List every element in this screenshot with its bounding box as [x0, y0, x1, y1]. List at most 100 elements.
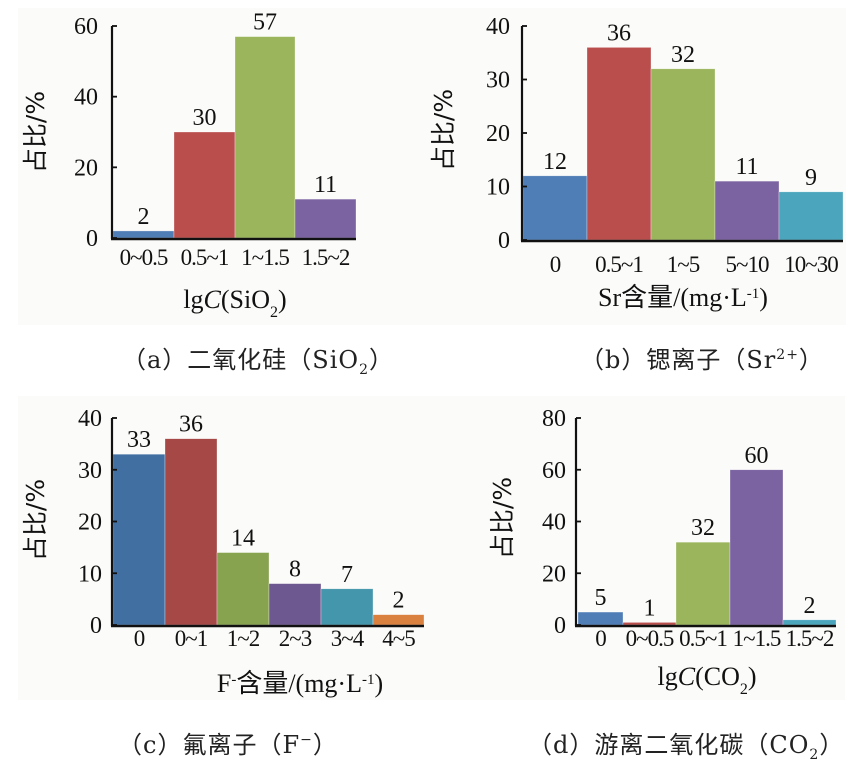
chart-c-y-tick-label-2: 20: [78, 510, 102, 536]
chart-c-y-tick-label-3: 30: [78, 458, 102, 484]
chart-d-category-label-3: 1~1.5: [733, 626, 781, 651]
caption-b-sup: 2+: [776, 347, 799, 363]
caption-b-prefix: （b）锶离子（Sr: [580, 346, 777, 374]
caption-a-suffix: ）: [369, 346, 395, 374]
chart-b-bar-4: [778, 191, 844, 241]
chart-d-x-axis-title: lgC(CO2): [657, 662, 756, 698]
chart-a-y-tick-label-2: 40: [74, 85, 98, 111]
chart-c-value-label-3: 8: [289, 557, 301, 583]
chart-b-y-tick-label-0: 0: [498, 228, 510, 254]
x-title-italic: C: [204, 285, 222, 314]
x-title-sup1: -: [231, 672, 236, 688]
chart-a-bar-1: [173, 131, 236, 239]
chart-a-category-label-3: 1.5~2: [302, 245, 350, 270]
chart-a-bar-2: [234, 36, 296, 239]
x-title-mid: (SiO: [221, 285, 270, 314]
chart-c-bar-4: [320, 588, 374, 626]
caption-b: （b）锶离子（Sr2+）: [580, 340, 824, 375]
x-title-pre: lg: [657, 662, 677, 691]
caption-d-sub: 2: [809, 746, 820, 763]
chart-b-value-label-3: 11: [735, 154, 758, 180]
chart-d-bar-2: [675, 541, 731, 626]
chart-d-category-label-1: 0~0.5: [626, 626, 674, 651]
chart-a-value-label-2: 57: [253, 10, 277, 36]
chart-c-bar-3: [268, 583, 322, 626]
chart-d-bar-4: [782, 619, 837, 626]
chart-d-category-label-4: 1.5~2: [786, 626, 834, 651]
chart-b-category-label-0: 0: [550, 252, 561, 277]
caption-d-prefix: （d）游离二氧化碳（CO: [528, 731, 810, 759]
chart-a-y-tick-label-0: 0: [86, 226, 98, 252]
x-title-mid: (CO: [695, 662, 740, 691]
chart-c-value-label-5: 2: [393, 588, 405, 614]
chart-c-category-label-2: 1~2: [227, 626, 260, 651]
chart-a-category-label-0: 0~0.5: [120, 245, 168, 270]
caption-c-prefix: （c）氟离子（F: [118, 731, 301, 759]
chart-c-y-tick-label-1: 10: [78, 561, 102, 587]
chart-c-category-label-4: 3~4: [331, 626, 365, 651]
chart-a-y-tick-label-1: 20: [74, 155, 98, 181]
chart-b-y-tick-label-4: 40: [486, 14, 510, 40]
chart-c-category-label-3: 2~3: [279, 626, 312, 651]
caption-c-sup: −: [300, 732, 313, 748]
chart-a-category-label-1: 0.5~1: [181, 245, 229, 270]
chart-a-y-tick-label-3: 60: [74, 14, 98, 40]
chart-d-y-tick-label-3: 60: [542, 458, 566, 484]
chart-d-category-label-2: 0.5~1: [679, 626, 727, 651]
chart-d-category-label-0: 0: [595, 626, 606, 651]
chart-b-bar-1: [586, 47, 652, 241]
chart-c-value-label-1: 36: [179, 412, 203, 438]
chart-c-bar-2: [216, 552, 270, 626]
chart-c-category-label-0: 0: [134, 626, 145, 651]
x-title-sup: -1: [747, 286, 760, 302]
chart-b-y-tick-label-1: 10: [486, 175, 510, 201]
chart-d-value-label-0: 5: [595, 585, 607, 611]
chart-d-bar-3: [729, 469, 784, 626]
caption-b-suffix: ）: [798, 346, 824, 374]
chart-c-x-axis-title: F-含量/(mg·L-1): [217, 669, 383, 698]
chart-b-bar-0: [522, 175, 588, 241]
x-title-post: ): [374, 669, 383, 698]
x-title-mid: 含量/(mg·L: [236, 669, 362, 698]
panel-c-background: [18, 396, 433, 700]
chart-d-value-label-2: 32: [691, 515, 715, 541]
caption-c: （c）氟离子（F−）: [118, 725, 338, 760]
x-title-post: ): [759, 283, 768, 312]
chart-d-value-label-1: 1: [644, 595, 656, 621]
chart-a-category-label-2: 1~1.5: [241, 245, 289, 270]
chart-b-category-label-2: 1~5: [667, 252, 700, 277]
x-title-sub: 2: [740, 681, 748, 698]
chart-d-y-tick-label-2: 40: [542, 510, 566, 536]
chart-a-bar-3: [294, 198, 357, 239]
chart-b-y-tick-label-3: 30: [486, 68, 510, 94]
chart-c-bar-5: [372, 614, 425, 626]
chart-c-category-label-1: 0~1: [175, 626, 208, 651]
chart-a-value-label-1: 30: [193, 105, 217, 131]
chart-c-value-label-4: 7: [341, 562, 353, 588]
chart-b-y-tick-label-2: 20: [486, 121, 510, 147]
x-title-pre: Sr含量/(mg·L: [598, 283, 747, 312]
chart-b-bar-2: [650, 68, 716, 241]
caption-d-suffix: ）: [819, 731, 845, 759]
chart-c-bar-1: [164, 438, 218, 626]
chart-c-y-tick-label-0: 0: [90, 613, 102, 639]
x-title-italic: C: [678, 662, 696, 691]
chart-a-value-label-3: 11: [314, 172, 337, 198]
chart-c-value-label-0: 33: [127, 427, 151, 453]
x-title-sub: 2: [270, 304, 278, 321]
chart-a-x-axis-title: lgC(SiO2): [183, 285, 286, 321]
chart-a-value-label-0: 2: [138, 204, 150, 230]
chart-c-y-tick-label-4: 40: [78, 406, 102, 432]
chart-b-value-label-4: 9: [805, 165, 817, 191]
chart-b-value-label-1: 36: [607, 20, 631, 46]
chart-d-bar-1: [622, 622, 677, 626]
caption-c-suffix: ）: [312, 731, 338, 759]
chart-d-value-label-3: 60: [745, 443, 769, 469]
chart-c-value-label-2: 14: [231, 526, 255, 552]
chart-b-category-label-3: 5~10: [726, 252, 769, 277]
x-title-post: ): [278, 285, 287, 314]
chart-a-bar-0: [112, 230, 175, 239]
chart-c-category-label-5: 4~5: [382, 626, 415, 651]
x-title-pre: lg: [183, 285, 203, 314]
x-title-pre: F: [217, 669, 231, 698]
